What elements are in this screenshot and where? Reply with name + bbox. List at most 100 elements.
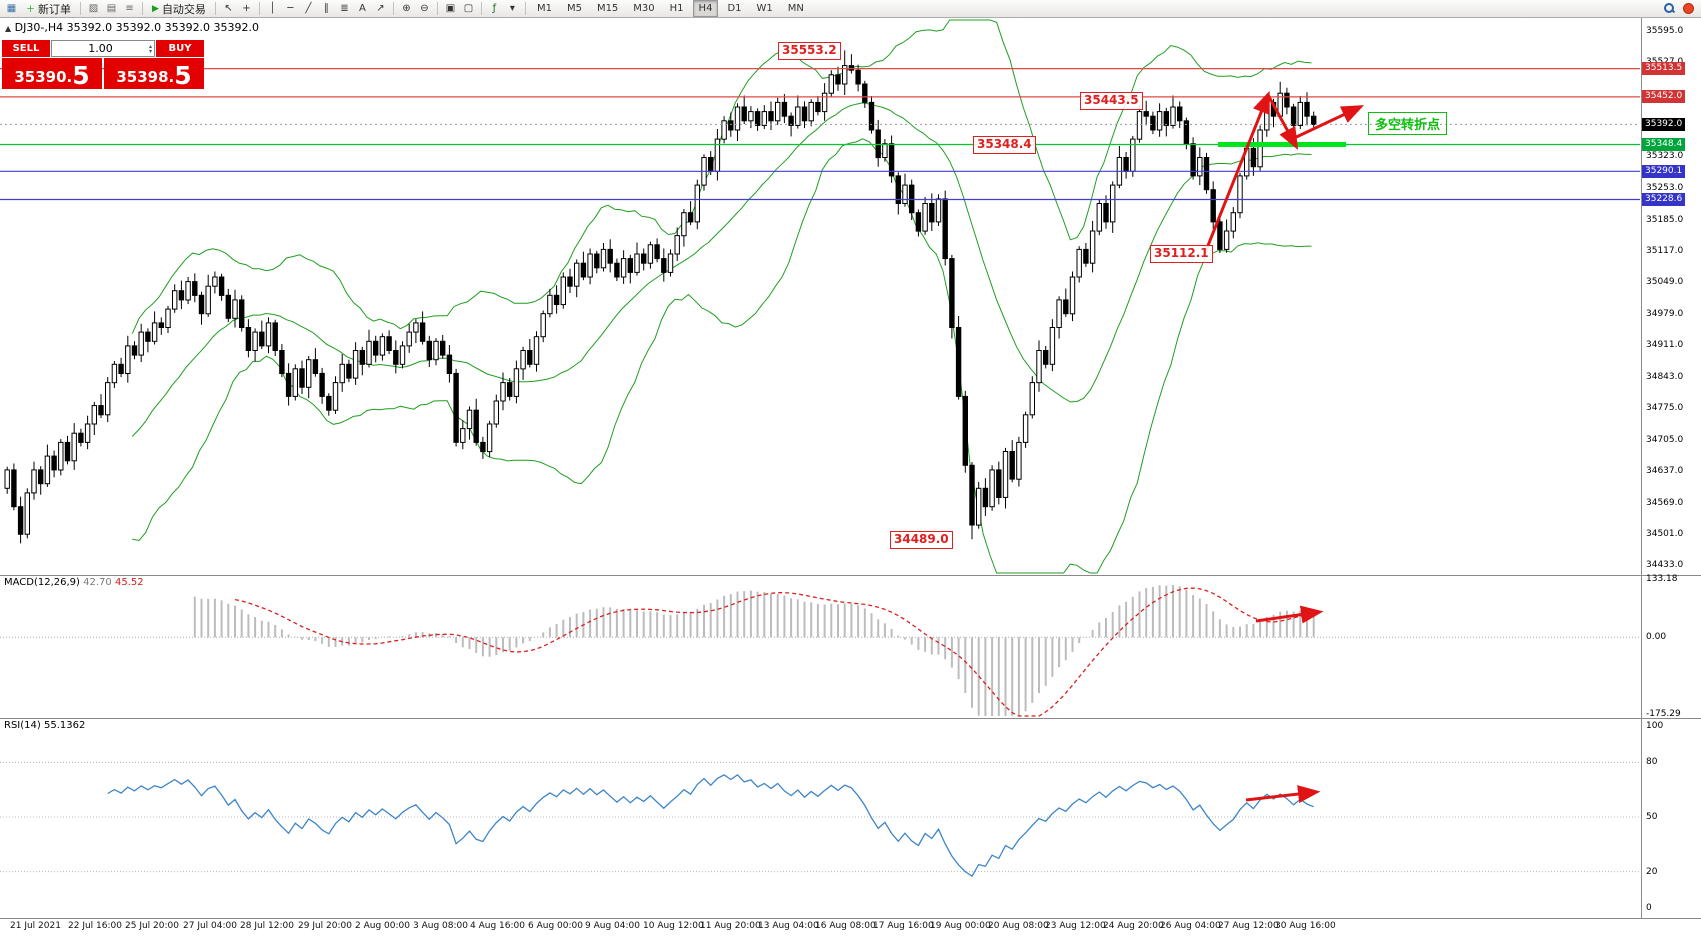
timeframe-button-m15[interactable]: M15	[596, 3, 619, 14]
chart-title: ▲ DJ30-,H4 35392.0 35392.0 35392.0 35392…	[5, 21, 259, 34]
timeframe-button-m1[interactable]: M1	[536, 3, 552, 14]
rsi-scale-label: 100	[1646, 721, 1664, 731]
price-annotation[interactable]: 35112.1	[1150, 245, 1213, 263]
time-axis-label: 27 Aug 12:00	[1218, 921, 1279, 931]
zoom-in-icon[interactable]: ⊕	[402, 3, 411, 14]
price-annotation[interactable]: 35553.2	[778, 42, 841, 60]
timeframe-button-mn[interactable]: MN	[787, 3, 804, 14]
time-axis-label: 27 Jul 04:00	[183, 921, 237, 931]
cascade-windows-icon[interactable]: ▢	[463, 3, 474, 14]
toolbar-separator	[258, 2, 260, 15]
indicators-dropdown-icon[interactable]: ▾	[509, 3, 515, 14]
buy-price-tail: 5	[174, 61, 192, 90]
time-axis-label: 21 Jul 2021	[10, 921, 61, 931]
sell-button[interactable]: SELL	[2, 40, 50, 57]
trendline-icon[interactable]: ╱	[305, 3, 312, 14]
pivot-cn-label[interactable]: 多空转折点	[1368, 112, 1448, 135]
toolbar-separator	[436, 2, 438, 15]
auto-trading-button[interactable]: ▶ 自动交易	[147, 1, 211, 16]
new-order-button[interactable]: ＋新订单	[21, 1, 76, 16]
timeframe-button-m30[interactable]: M30	[633, 3, 655, 14]
price-axis-tick: 35185.0	[1646, 215, 1684, 225]
timeframe-button-h1[interactable]: H1	[669, 3, 684, 14]
chart-title-text: DJ30-,H4 35392.0 35392.0 35392.0 35392.0	[14, 21, 260, 34]
trend-arrows[interactable]	[1203, 90, 1365, 254]
time-axis-label: 30 Aug 16:00	[1275, 921, 1336, 931]
timeframe-button-m5[interactable]: M5	[566, 3, 582, 14]
horizontal-line-icon[interactable]: ─	[287, 3, 294, 14]
volume-input[interactable]: 1.00 ▴ ▾	[51, 40, 155, 57]
time-axis-label: 20 Aug 08:00	[988, 921, 1049, 931]
timeframe-button-w1[interactable]: W1	[756, 3, 773, 14]
macd-scale-label: 133.18	[1646, 574, 1678, 584]
rsi-arrow[interactable]	[1245, 785, 1321, 803]
search-icon[interactable]	[1664, 3, 1675, 14]
zoom-out-icon[interactable]: ⊖	[420, 3, 429, 14]
volume-down-icon[interactable]: ▾	[148, 47, 152, 55]
sell-price-button[interactable]: 35390. 5	[2, 58, 102, 89]
collapse-icon[interactable]: ▲	[5, 24, 12, 33]
new-order-button-icon: ＋	[26, 5, 36, 15]
profiles-icon[interactable]: ▤	[106, 3, 117, 14]
vertical-line-icon[interactable]: │	[269, 3, 276, 14]
toolbar-right	[1664, 3, 1698, 14]
time-axis-label: 29 Jul 20:00	[298, 921, 352, 931]
price-line-badge: 35348.4	[1642, 138, 1686, 151]
time-axis-label: 9 Aug 04:00	[585, 921, 640, 931]
price-annotation[interactable]: 35348.4	[973, 136, 1036, 154]
rsi-scale-label: 80	[1646, 757, 1658, 767]
price-annotation[interactable]: 35443.5	[1080, 92, 1143, 110]
cursor-icon[interactable]: ↖	[224, 3, 233, 14]
price-line-badge: 35452.0	[1642, 90, 1686, 103]
price-axis-tick: 35049.0	[1646, 277, 1684, 287]
rsi-scale-label: 0	[1646, 903, 1652, 913]
new-chart-icon[interactable]: ▦	[6, 3, 17, 14]
volume-spinner[interactable]: ▴ ▾	[148, 42, 154, 55]
timeframe-button-d1[interactable]: D1	[727, 3, 742, 14]
toolbar: ▦ ＋新订单 ▨ ▤ ≡ ▶ 自动交易 ↖ + │ ─ ╱ ∥ ≣ A ↗ ⊕ ⊖ ▣ ▢ ƒ ▾ M1 M5 M15 M30 H1…	[0, 0, 1701, 18]
time-axis-label: 22 Jul 16:00	[68, 921, 122, 931]
chart-window-icon[interactable]: ▨	[88, 3, 99, 14]
price-axis-tick: 34911.0	[1646, 340, 1684, 350]
volume-up-icon[interactable]: ▴	[148, 42, 152, 50]
macd-arrow[interactable]	[1255, 605, 1324, 624]
buy-button[interactable]: BUY	[156, 40, 204, 57]
panel-separators	[0, 18, 1701, 919]
tile-windows-icon[interactable]: ▣	[445, 3, 456, 14]
toolbar-separator	[480, 2, 482, 15]
crosshair-icon[interactable]: +	[242, 3, 251, 14]
macd-scale-label: -175.29	[1646, 709, 1681, 719]
time-axis-label: 4 Aug 16:00	[470, 921, 525, 931]
time-axis-label: 17 Aug 16:00	[873, 921, 934, 931]
channel-icon[interactable]: ∥	[323, 3, 329, 14]
notification-badge-icon[interactable]	[1683, 3, 1694, 14]
toolbar-separator	[80, 2, 82, 15]
bollinger-middle	[131, 102, 1312, 437]
buy-price-head: 35398.	[116, 68, 175, 86]
time-axis-label: 24 Aug 20:00	[1103, 921, 1164, 931]
market-watch-icon[interactable]: ≡	[125, 3, 134, 14]
macd-label: MACD(12,26,9) 42.70 45.52	[4, 577, 144, 588]
price-line-badge: 35228.6	[1642, 193, 1686, 206]
timeframe-button-h4[interactable]: H4	[692, 0, 719, 17]
indicators-icon[interactable]: ƒ	[492, 3, 497, 14]
time-axis-label: 2 Aug 00:00	[355, 921, 410, 931]
time-axis-label: 16 Aug 08:00	[815, 921, 876, 931]
macd-signal-line	[234, 587, 1314, 717]
time-axis-label: 25 Jul 20:00	[125, 921, 179, 931]
sell-price-head: 35390.	[14, 68, 73, 86]
buy-price-button[interactable]: 35398. 5	[104, 58, 204, 89]
price-line-badge: 35513.5	[1642, 62, 1686, 75]
toolbar-separator	[524, 2, 526, 15]
horizontal-lines[interactable]	[0, 67, 1640, 201]
price-line-badge: 35290.1	[1642, 165, 1686, 178]
fibonacci-icon[interactable]: ≣	[340, 3, 349, 14]
macd-signal-value: 45.52	[114, 577, 144, 588]
price-annotation[interactable]: 34489.0	[890, 531, 953, 549]
new-order-button-label: 新订单	[38, 2, 72, 16]
text-icon[interactable]: A	[359, 3, 366, 14]
arrows-tool-icon[interactable]: ↗	[376, 3, 385, 14]
volume-value[interactable]: 1.00	[88, 42, 113, 55]
price-axis-tick: 34569.0	[1646, 498, 1684, 508]
